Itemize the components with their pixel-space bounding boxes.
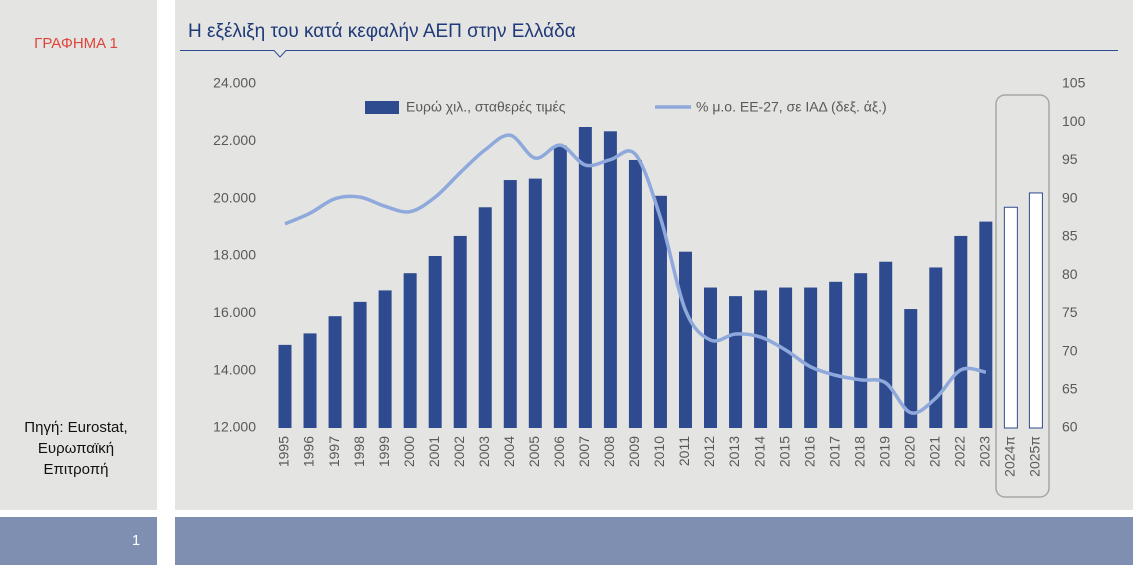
bar: [804, 287, 818, 428]
source: Ευρωπαϊκή: [38, 440, 114, 457]
x-tick-label: 2014: [751, 436, 767, 467]
bar: [779, 287, 793, 428]
bar: [578, 127, 592, 428]
bar: [929, 267, 943, 428]
bar: [628, 159, 642, 428]
bar: [678, 251, 692, 428]
x-tick-label: 1995: [276, 436, 292, 467]
bar: [879, 261, 893, 428]
bar: [854, 273, 868, 428]
bar: [904, 309, 918, 428]
x-tick-label: 2018: [851, 436, 867, 467]
x-tick-label: 2002: [451, 436, 467, 467]
x-tick-label: 2015: [776, 436, 792, 467]
chart-label: ΓΡΑΦΗΜΑ 1: [34, 35, 118, 52]
y-tick-label: 20.000: [213, 189, 256, 205]
x-tick-label: 2012: [701, 436, 717, 467]
x-tick-label: 2022: [952, 436, 968, 467]
y2-tick-label: 105: [1062, 75, 1086, 91]
source: Επιτροπή: [44, 461, 109, 478]
forecast-box: [995, 94, 1050, 498]
footer-left: [0, 517, 157, 565]
bar: [1028, 192, 1043, 429]
y-tick-label: 14.000: [213, 361, 256, 377]
bar: [1003, 206, 1018, 429]
x-tick-label: 2013: [726, 436, 742, 467]
legend-label: Ευρώ χιλ., σταθερές τιμές: [406, 99, 566, 115]
x-tick-label: 2007: [576, 436, 592, 467]
bar: [704, 287, 718, 428]
bar: [353, 301, 367, 428]
bar: [829, 281, 843, 428]
bar: [378, 290, 392, 428]
x-tick-label: 2021: [926, 436, 942, 467]
bar: [278, 344, 292, 428]
bar: [528, 178, 542, 428]
legend-label: % μ.ο. ΕΕ-27, σε ΙΑΔ (δεξ. άξ.): [696, 99, 887, 115]
title-rule: [180, 50, 1118, 58]
y2-tick-label: 85: [1062, 228, 1078, 244]
chart-title: Η εξέλιξη του κατά κεφαλήν ΑΕΠ στην Ελλά…: [188, 21, 576, 42]
x-tick-label: 2006: [551, 436, 567, 467]
y-tick-label: 12.000: [213, 419, 256, 435]
x-tick-label: 1996: [301, 436, 317, 467]
x-tick-label: 2008: [601, 436, 617, 467]
x-tick-label: 2010: [651, 436, 667, 467]
x-tick-label: 1997: [326, 436, 342, 467]
bar: [954, 235, 968, 428]
page-number: 1: [132, 532, 140, 549]
x-tick-label: 2000: [401, 436, 417, 467]
x-tick-label: 2019: [876, 436, 892, 467]
bar: [979, 221, 993, 428]
bar: [328, 316, 342, 428]
y2-tick-label: 65: [1062, 380, 1078, 396]
y-tick-label: 22.000: [213, 132, 256, 148]
x-tick-label: 2011: [676, 436, 692, 466]
y2-tick-label: 75: [1062, 304, 1078, 320]
x-tick-label: 2001: [426, 436, 442, 467]
x-tick-label: 2005: [526, 436, 542, 467]
bar: [653, 195, 667, 428]
bar: [478, 207, 492, 428]
y2-tick-label: 90: [1062, 189, 1078, 205]
y-tick-label: 24.000: [213, 75, 256, 91]
x-tick-label: 1999: [376, 436, 392, 467]
bar: [503, 180, 517, 428]
x-tick-label: 2017: [826, 436, 842, 467]
left-panel: [0, 0, 157, 510]
y2-tick-label: 60: [1062, 419, 1078, 435]
footer-main: [175, 517, 1133, 565]
y-tick-label: 16.000: [213, 304, 256, 320]
bar: [553, 145, 567, 428]
x-tick-label: 2025π: [1027, 436, 1043, 477]
x-tick-label: 2024π: [1002, 436, 1018, 477]
x-tick-label: 2004: [501, 436, 517, 467]
x-tick-label: 2003: [476, 436, 492, 467]
bar: [754, 290, 768, 428]
bar: [303, 333, 317, 428]
x-tick-label: 1998: [351, 436, 367, 467]
y2-tick-label: 95: [1062, 151, 1078, 167]
y-tick-label: 18.000: [213, 247, 256, 263]
legend-swatch: [365, 101, 399, 114]
x-tick-label: 2023: [977, 436, 993, 467]
bar: [403, 273, 417, 428]
y2-tick-label: 100: [1062, 113, 1086, 129]
x-tick-label: 2016: [801, 436, 817, 467]
y2-tick-label: 70: [1062, 342, 1078, 358]
bar: [428, 256, 442, 428]
bar: [453, 235, 467, 428]
source: Πηγή: Eurostat,: [24, 419, 127, 436]
x-tick-label: 2020: [901, 436, 917, 467]
bar: [603, 131, 617, 429]
bar: [729, 296, 743, 428]
y2-tick-label: 80: [1062, 266, 1078, 282]
x-tick-label: 2009: [626, 436, 642, 467]
line: [284, 133, 987, 415]
